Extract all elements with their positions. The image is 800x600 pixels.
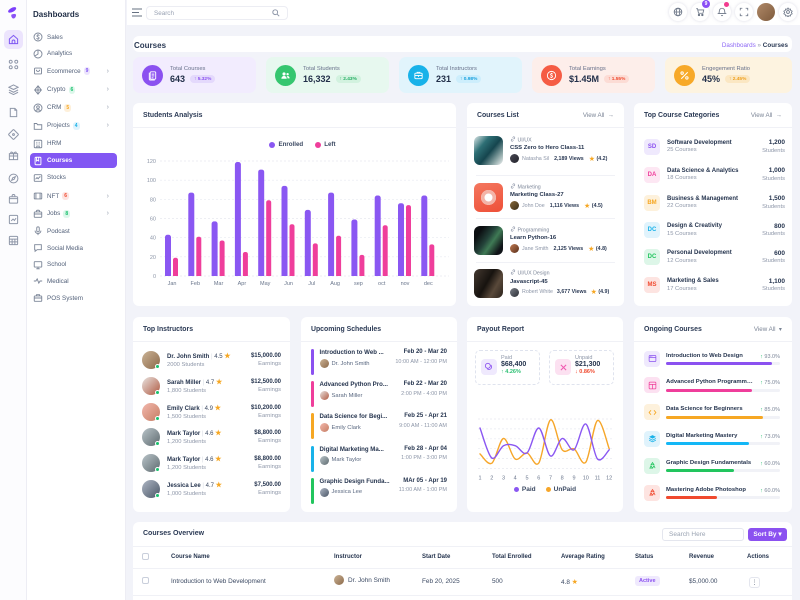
svg-text:7: 7 <box>549 476 552 482</box>
svg-text:Mar: Mar <box>214 281 224 287</box>
svg-text:Jan: Jan <box>168 281 177 287</box>
svg-text:0: 0 <box>153 274 156 280</box>
svg-text:4: 4 <box>514 476 517 482</box>
svg-text:12: 12 <box>606 476 612 482</box>
svg-text:6: 6 <box>537 476 540 482</box>
svg-text:Apr: Apr <box>238 281 247 287</box>
svg-text:3: 3 <box>502 476 505 482</box>
svg-text:20: 20 <box>150 255 156 261</box>
svg-text:May: May <box>260 281 271 287</box>
svg-text:11: 11 <box>595 476 601 482</box>
svg-text:80: 80 <box>150 197 156 203</box>
svg-text:Jul: Jul <box>308 281 315 287</box>
svg-text:120: 120 <box>147 159 156 165</box>
svg-text:5: 5 <box>525 476 528 482</box>
svg-text:sep: sep <box>354 281 363 287</box>
svg-text:10: 10 <box>583 476 589 482</box>
svg-text:9: 9 <box>572 476 575 482</box>
svg-text:60: 60 <box>150 217 156 223</box>
svg-text:2: 2 <box>490 476 493 482</box>
svg-text:nov: nov <box>401 281 410 287</box>
svg-text:1: 1 <box>478 476 481 482</box>
svg-text:Jun: Jun <box>284 281 293 287</box>
svg-text:Aug: Aug <box>330 281 340 287</box>
svg-text:100: 100 <box>147 178 156 184</box>
svg-text:40: 40 <box>150 236 156 242</box>
svg-text:oct: oct <box>378 281 386 287</box>
svg-text:Feb: Feb <box>191 281 200 287</box>
svg-text:dec: dec <box>424 281 433 287</box>
svg-text:8: 8 <box>561 476 564 482</box>
